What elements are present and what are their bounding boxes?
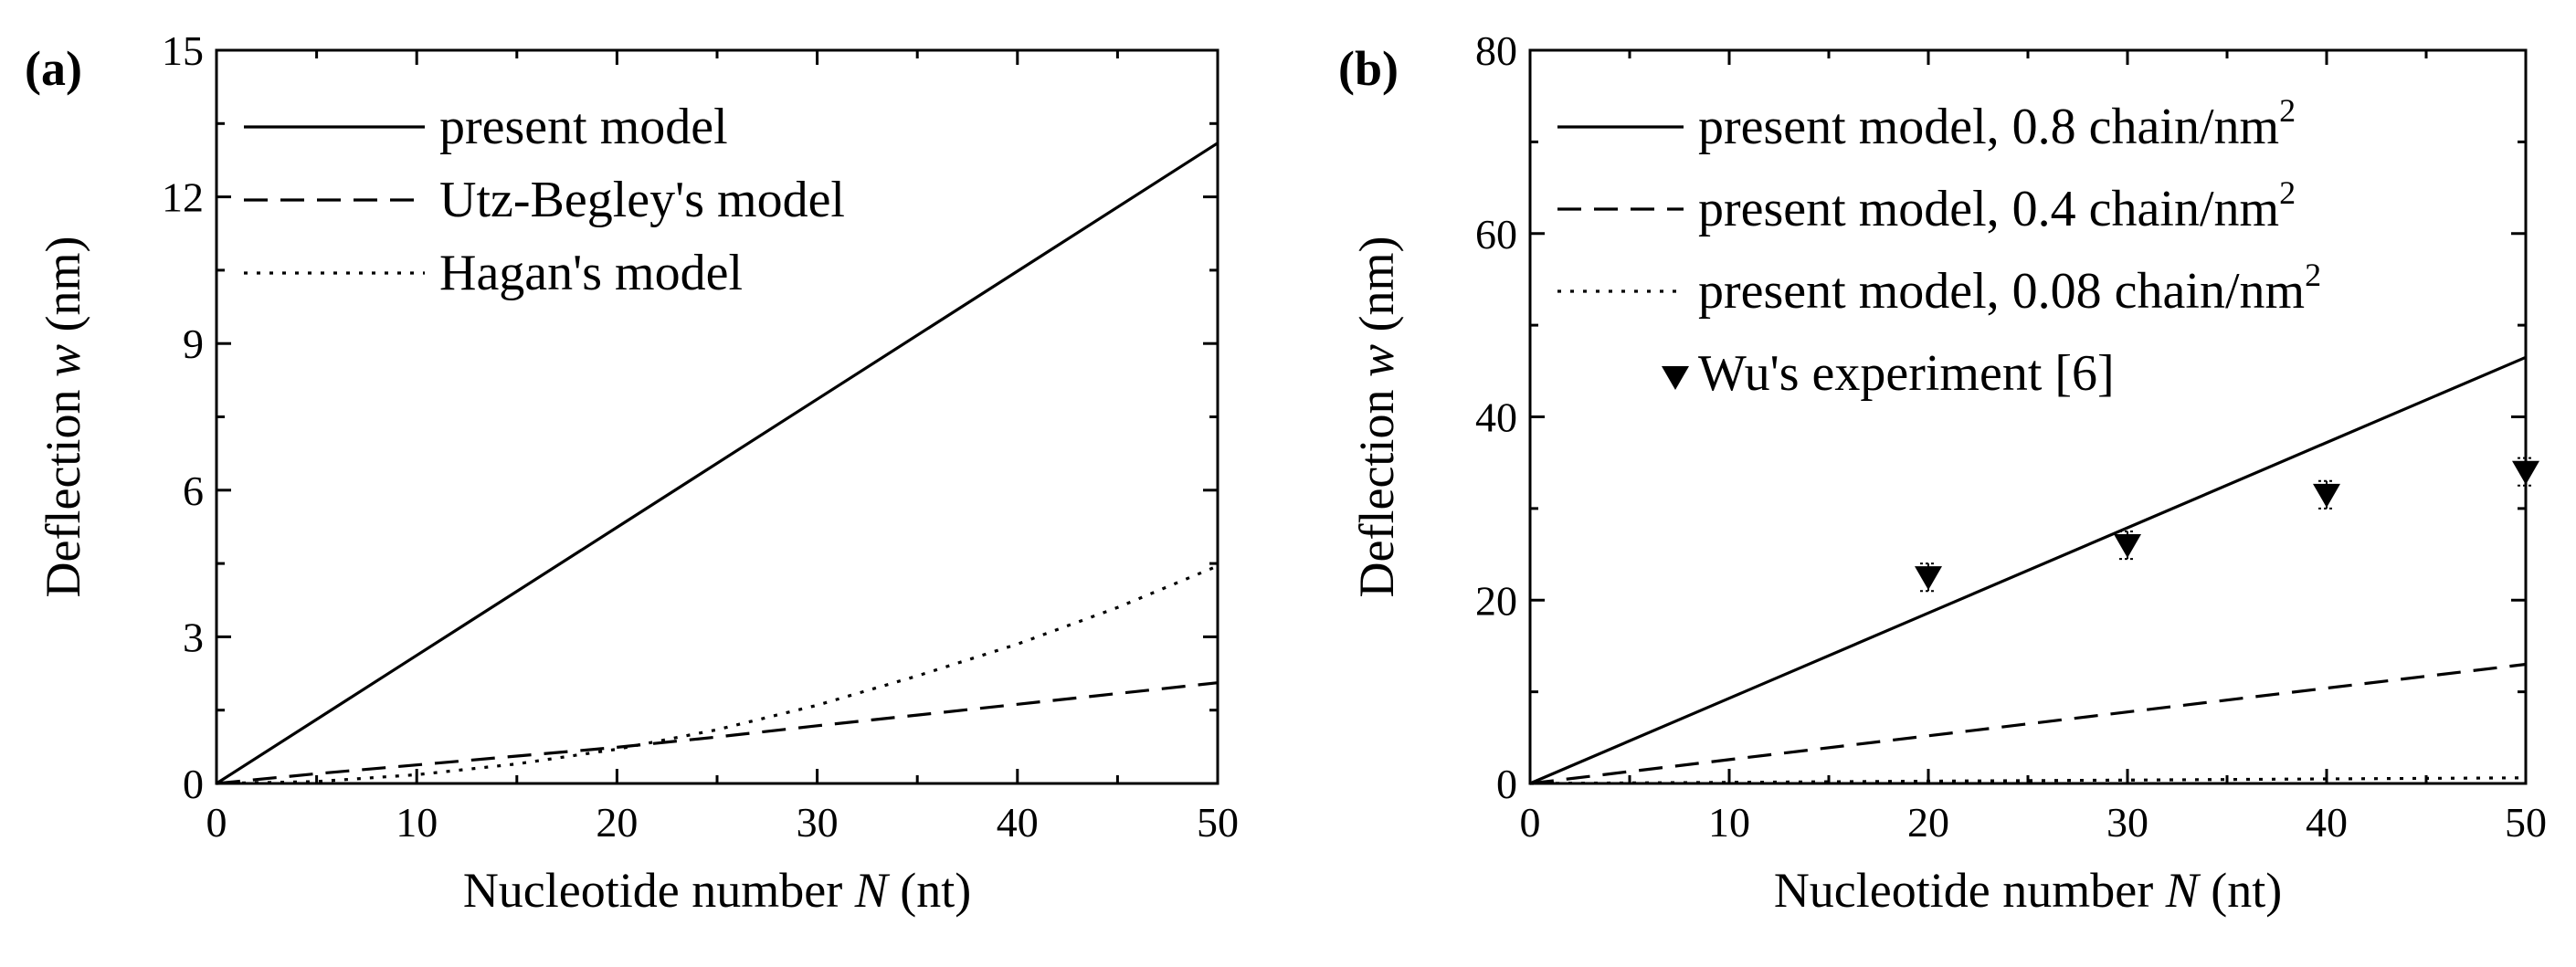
x-tick-label: 0 — [1520, 799, 1541, 846]
legend-entry: present model, 0.4 chain/nm2 — [1698, 174, 2296, 237]
chart-panel-b: 0 10 20 30 40 50 0 20 40 60 80 (b) Nucleotide number… — [1338, 27, 2547, 918]
x-tick-label: 20 — [596, 799, 638, 846]
x-tick-label: 50 — [2505, 799, 2547, 846]
series-line — [1529, 355, 2527, 785]
legend-entry: present model, 0.8 chain/nm2 — [1698, 92, 2296, 155]
x-tick-label: 20 — [1907, 799, 1949, 846]
y-tick-label: 15 — [162, 27, 204, 74]
legend-entry: present model — [439, 99, 728, 155]
y-tick-label: 3 — [183, 614, 204, 660]
y-tick-label: 60 — [1475, 211, 1517, 258]
x-tick-label: 10 — [1708, 799, 1750, 846]
x-tick-label: 50 — [1197, 799, 1239, 846]
legend: present model, 0.8 chain/nm2 present mode… — [1557, 92, 2321, 402]
plot-frame — [1528, 48, 2528, 785]
chart-panel-a: 0 10 20 30 40 50 0 3 6 9 12 15 (a) Nucleotide number … — [25, 27, 1239, 918]
legend-entry: Utz-Begley's model — [439, 172, 845, 228]
series-line — [216, 564, 1219, 785]
x-tick-label: 40 — [2306, 799, 2348, 846]
panel-label: (a) — [25, 41, 82, 96]
series-line — [216, 681, 1219, 785]
y-tick-label: 40 — [1475, 394, 1517, 441]
legend-marker — [1662, 366, 1689, 390]
series-line — [216, 142, 1219, 785]
y-tick-label: 0 — [1496, 761, 1517, 807]
legend-entry: Hagan's model — [439, 245, 743, 301]
y-tick-label: 0 — [183, 761, 204, 807]
x-tick-label: 0 — [206, 799, 227, 846]
data-point — [2313, 483, 2340, 508]
y-tick-label: 6 — [183, 468, 204, 514]
data-point — [2512, 460, 2539, 485]
y-tick-label: 20 — [1475, 577, 1517, 624]
plot-frame — [215, 48, 1219, 785]
series-line — [1529, 662, 2527, 785]
y-axis-label: Deflection w (nm) — [1349, 236, 1404, 598]
series-markers — [1915, 457, 2539, 593]
x-tick-label: 30 — [2106, 799, 2148, 846]
data-point — [1915, 566, 1942, 591]
y-tick-label: 80 — [1475, 27, 1517, 74]
legend-entry: Wu's experiment [6] — [1698, 345, 2115, 402]
data-point — [2114, 534, 2141, 559]
x-tick-label: 30 — [797, 799, 839, 846]
x-tick-label: 10 — [396, 799, 438, 846]
legend-entry: present model, 0.08 chain/nm2 — [1698, 257, 2321, 320]
x-axis-label: Nucleotide number N (nt) — [1774, 863, 2282, 918]
x-tick-label: 40 — [997, 799, 1039, 846]
y-axis-label: Deflection w (nm) — [36, 236, 90, 598]
legend: present model Utz-Begley's model Hagan's m… — [244, 99, 845, 301]
y-tick-label: 9 — [183, 321, 204, 367]
x-axis-label: Nucleotide number N (nt) — [463, 863, 971, 918]
y-tick-label: 12 — [162, 174, 204, 221]
panel-label: (b) — [1338, 41, 1399, 96]
